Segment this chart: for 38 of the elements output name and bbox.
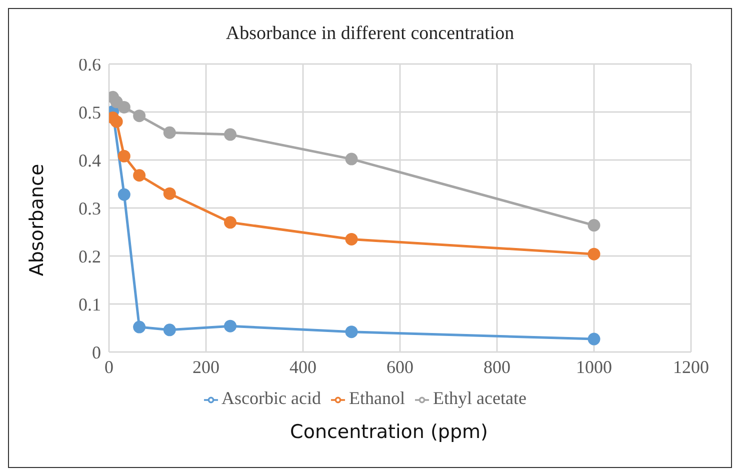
chart-title: Absorbance in different concentration (224, 23, 516, 45)
x-axis-title: Concentration (ppm) (289, 421, 489, 443)
point (133, 320, 146, 334)
point (133, 110, 146, 122)
point (163, 187, 176, 200)
point (133, 169, 146, 182)
point (224, 216, 236, 229)
y-tick-label: 0.4 (78, 150, 101, 170)
point (588, 248, 600, 260)
y-tick-label: 0.5 (78, 102, 101, 122)
point (163, 324, 176, 336)
point (588, 219, 600, 232)
x-tick-label: 800 (484, 356, 510, 377)
x-tick-label: 1200 (673, 356, 709, 377)
x-tick-label: 0 (104, 356, 114, 377)
y-tick-label: 0.1 (78, 294, 101, 314)
y-tick-label: 0 (92, 342, 101, 362)
point (118, 100, 130, 114)
x-tick-label: 200 (192, 356, 220, 377)
x-tick-label: 1000 (576, 356, 612, 377)
point (118, 150, 130, 162)
point (163, 126, 176, 139)
point (224, 320, 236, 332)
point (345, 232, 358, 246)
point (345, 326, 358, 338)
legend-label: Ascorbic acid (222, 388, 321, 408)
x-tick-label: 600 (386, 356, 414, 377)
legend-label: Ethyl acetate (433, 388, 526, 408)
y-tick-label: 0.2 (78, 246, 101, 266)
y-axis-title: Absorbance (26, 162, 48, 278)
y-tick-label: 0.3 (78, 198, 101, 218)
legend-label: Ethanol (349, 388, 405, 408)
point (224, 128, 236, 141)
point (345, 152, 358, 166)
x-tick-label: 400 (290, 356, 316, 377)
point (118, 188, 130, 201)
point (588, 332, 600, 346)
point (110, 115, 123, 128)
